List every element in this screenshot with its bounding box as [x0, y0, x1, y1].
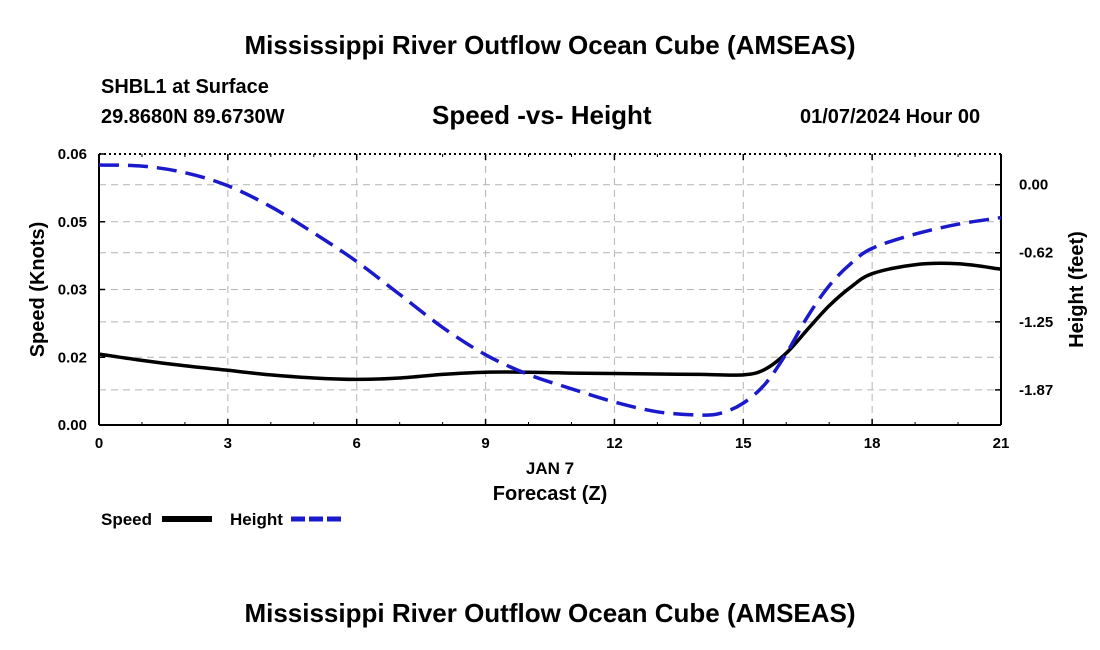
x-tick-label: 21: [993, 435, 1010, 452]
x-axis-title: Forecast (Z): [493, 483, 607, 505]
y-tick-label: 0.03: [58, 282, 87, 299]
chart-title: Speed -vs- Height: [432, 100, 652, 130]
main-title: Mississippi River Outflow Ocean Cube (AM…: [244, 30, 856, 60]
x-axis-date-label: JAN 7: [526, 459, 574, 478]
y2-axis-title: Height (feet): [1066, 231, 1088, 348]
datetime-label: 01/07/2024 Hour 00: [800, 106, 981, 128]
x-tick-label: 15: [735, 435, 752, 452]
y2-tick-label: -0.62: [1019, 245, 1053, 262]
legend-label-speed: Speed: [101, 510, 152, 529]
x-tick-label: 0: [95, 435, 103, 452]
x-tick-label: 12: [606, 435, 623, 452]
legend-label-height: Height: [230, 510, 283, 529]
y2-tick-label: -1.87: [1019, 382, 1053, 399]
footer-title: Mississippi River Outflow Ocean Cube (AM…: [244, 598, 856, 628]
series-line-speed: [98, 261, 1002, 382]
x-tick-label: 9: [481, 435, 489, 452]
coordinates-label: 29.8680N 89.6730W: [101, 106, 285, 128]
x-tick-label: 3: [224, 435, 232, 452]
x-tick-label: 6: [353, 435, 361, 452]
y2-tick-label: -1.25: [1019, 314, 1053, 331]
y-tick-label: 0.00: [58, 417, 87, 434]
x-tick-label: 18: [864, 435, 881, 452]
series-line-height: [98, 163, 1002, 417]
y-tick-label: 0.02: [58, 349, 87, 366]
y-tick-label: 0.06: [58, 146, 87, 163]
y2-tick-label: 0.00: [1019, 177, 1048, 194]
y-axis-title: Speed (Knots): [27, 222, 49, 358]
y-tick-label: 0.05: [58, 214, 87, 231]
station-label: SHBL1 at Surface: [101, 76, 269, 98]
